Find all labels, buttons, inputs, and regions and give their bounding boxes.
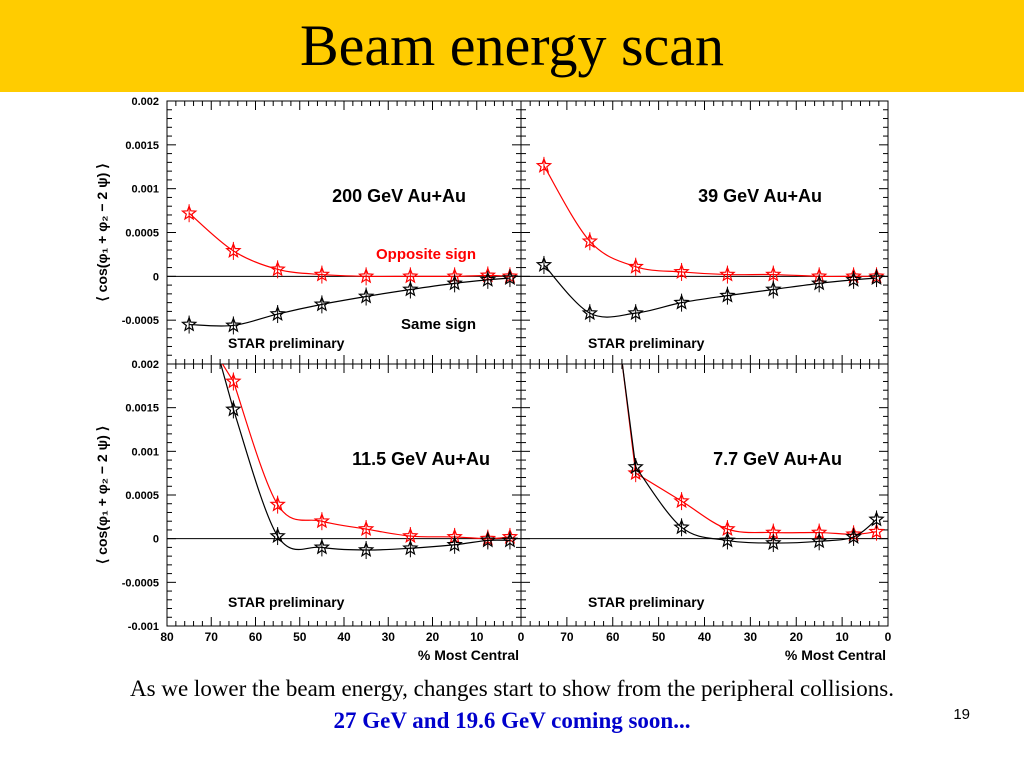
y-tick-label: 0.001 (131, 184, 159, 196)
chart-panel-2: 39 GeV Au+Au STAR preliminary (520, 100, 889, 365)
preliminary-label: STAR preliminary (588, 335, 705, 351)
x-tick-label: 30 (744, 630, 758, 644)
caption-line-2: 27 GeV and 19.6 GeV coming soon... (333, 708, 691, 733)
y-tick-label: -0.001 (128, 621, 159, 633)
y-tick-label: 0.0015 (125, 403, 159, 415)
panel-title: 200 GeV Au+Au (332, 186, 466, 206)
caption-line-1: As we lower the beam energy, changes sta… (130, 676, 894, 701)
x-axis-label: % Most Central (785, 647, 886, 663)
y-tick-label: -0.0005 (122, 315, 159, 327)
slide-title: Beam energy scan (299, 13, 725, 78)
y-tick-label: 0 (153, 534, 159, 546)
x-tick-label: 70 (560, 630, 574, 644)
preliminary-label: STAR preliminary (228, 335, 345, 351)
plot-frame (520, 363, 889, 627)
y-axis-label: ⟨ cos(φ₁ + φ₂ − 2 ψ) ⟩ (94, 426, 110, 564)
panel-title: 39 GeV Au+Au (698, 186, 822, 206)
x-tick-label: 50 (293, 630, 307, 644)
series-curve (220, 364, 510, 551)
y-axis-label: ⟨ cos(φ₁ + φ₂ − 2 ψ) ⟩ (94, 163, 110, 301)
x-tick-label: 40 (337, 630, 351, 644)
preliminary-label: STAR preliminary (228, 594, 345, 610)
panel-title: 11.5 GeV Au+Au (352, 449, 490, 469)
y-tick-label: -0.0005 (122, 577, 159, 589)
y-tick-label: 0.0005 (125, 228, 159, 240)
x-tick-label: 30 (382, 630, 396, 644)
chart-panel-1: 0.002 0.0015 0.001 0.0005 0 -0.0005 ⟨ cos(φ₁ +… (94, 96, 522, 365)
chart-figure: 0.002 0.0015 0.001 0.0005 0 -0.0005 ⟨ cos(φ₁ +… (94, 96, 892, 663)
plot-frame (166, 363, 522, 627)
series-curve (543, 264, 877, 318)
preliminary-label: STAR preliminary (588, 594, 705, 610)
x-tick-label: 60 (249, 630, 263, 644)
y-tick-label: 0.001 (131, 446, 159, 458)
y-tick-label: 0.0015 (125, 140, 159, 152)
title-band (0, 0, 1024, 92)
x-tick-label: 50 (652, 630, 666, 644)
y-tick-label: 0.002 (131, 96, 159, 108)
series-label: Opposite sign (376, 246, 476, 263)
series-curve (188, 212, 510, 278)
x-tick-label: 10 (835, 630, 849, 644)
y-tick-label: 0.0005 (125, 490, 159, 502)
series-label: Same sign (401, 316, 476, 333)
x-tick-label: 0 (885, 630, 892, 644)
panel-title: 7.7 GeV Au+Au (713, 449, 842, 469)
x-tick-label: 20 (790, 630, 804, 644)
x-tick-label: 10 (470, 630, 484, 644)
y-tick-label: 0.002 (131, 359, 159, 371)
x-tick-label: 70 (205, 630, 219, 644)
x-tick-label: 60 (606, 630, 620, 644)
x-tick-label: 0 (518, 630, 525, 644)
page-number: 19 (953, 706, 970, 723)
plot-frame (520, 100, 889, 365)
x-axis-label: % Most Central (418, 647, 519, 663)
x-tick-label: 40 (698, 630, 712, 644)
x-tick-label: 20 (426, 630, 440, 644)
series-curve (543, 165, 877, 278)
y-tick-label: 0 (153, 271, 159, 283)
chart-panel-4: 70 60 50 40 30 20 10 0 % Most Central 7.7 GeV Au+… (520, 363, 892, 663)
x-tick-label: 80 (160, 630, 174, 644)
series-curve (621, 364, 877, 535)
